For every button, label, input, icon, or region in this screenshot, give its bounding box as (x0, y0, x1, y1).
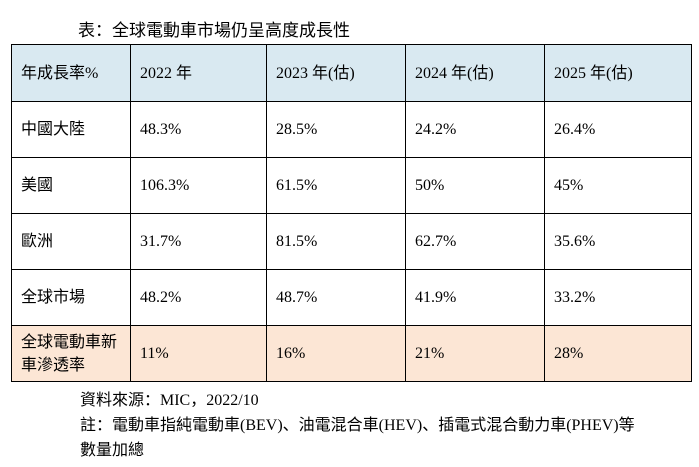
table-row-china: 中國大陸 48.3% 28.5% 24.2% 26.4% (11, 101, 692, 158)
cell-value: 41.9% (405, 269, 545, 326)
cell-value: 16% (266, 325, 406, 382)
table-header-row: 年成長率% 2022 年 2023 年(估) 2024 年(估) 2025 年(… (11, 44, 692, 102)
cell-value: 48.7% (266, 269, 406, 326)
source-note: 資料來源：MIC，2022/10 (80, 392, 259, 409)
cell-value: 21% (405, 325, 545, 382)
header-cell-2022: 2022 年 (130, 44, 267, 102)
cell-value: 48.3% (130, 101, 267, 158)
cell-value: 24.2% (405, 101, 545, 158)
cell-value: 106.3% (130, 157, 267, 214)
cell-value: 48.2% (130, 269, 267, 326)
table-row-global-market: 全球市場 48.2% 48.7% 41.9% 33.2% (11, 269, 692, 326)
cell-value: 45% (544, 157, 692, 214)
cell-value: 81.5% (266, 213, 406, 270)
table-row-ev-penetration: 全球電動車新車滲透率 11% 16% 21% 28% (11, 325, 692, 382)
cell-value: 28% (544, 325, 692, 382)
row-label: 美國 (11, 157, 131, 214)
definition-note: 註：電動車指純電動車(BEV)、油電混合車(HEV)、插電式混合動力車(PHEV… (80, 417, 635, 434)
table-footer: 資料來源：MIC，2022/10 註：電動車指純電動車(BEV)、油電混合車(H… (80, 388, 635, 463)
row-label: 中國大陸 (11, 101, 131, 158)
definition-note-continued: 數量加總 (80, 442, 145, 459)
row-label: 全球電動車新車滲透率 (11, 325, 131, 382)
cell-value: 28.5% (266, 101, 406, 158)
table-row-usa: 美國 106.3% 61.5% 50% 45% (11, 157, 692, 214)
cell-value: 11% (130, 325, 267, 382)
cell-value: 33.2% (544, 269, 692, 326)
header-cell-2023: 2023 年(估) (266, 44, 406, 102)
cell-value: 35.6% (544, 213, 692, 270)
table-title: 表：全球電動車市場仍呈高度成長性 (78, 21, 350, 40)
cell-value: 31.7% (130, 213, 267, 270)
row-label: 歐洲 (11, 213, 131, 270)
header-cell-2025: 2025 年(估) (544, 44, 692, 102)
header-cell-2024: 2024 年(估) (405, 44, 545, 102)
ev-growth-table: 年成長率% 2022 年 2023 年(估) 2024 年(估) 2025 年(… (11, 44, 692, 382)
cell-value: 62.7% (405, 213, 545, 270)
row-label: 全球市場 (11, 269, 131, 326)
header-cell-metric: 年成長率% (11, 44, 131, 102)
cell-value: 61.5% (266, 157, 406, 214)
cell-value: 50% (405, 157, 545, 214)
table-row-europe: 歐洲 31.7% 81.5% 62.7% 35.6% (11, 213, 692, 270)
cell-value: 26.4% (544, 101, 692, 158)
